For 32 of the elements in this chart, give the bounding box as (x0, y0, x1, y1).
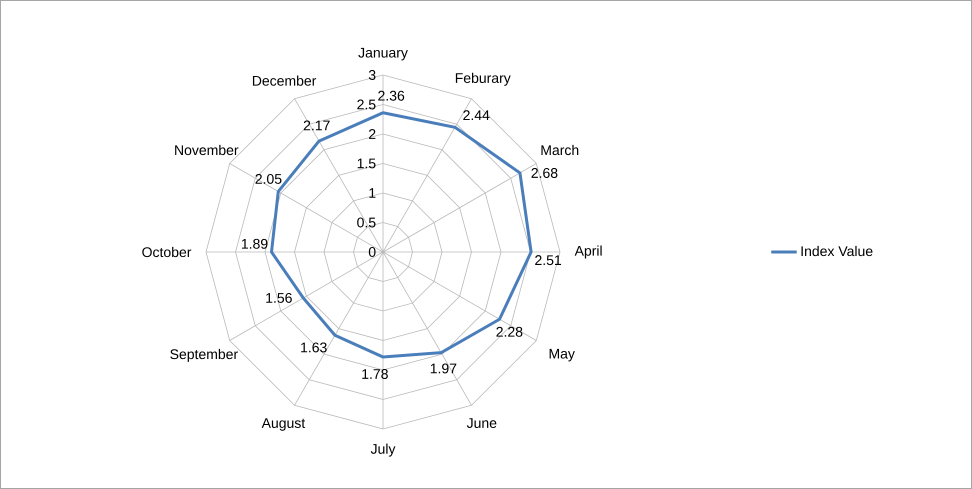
data-label: 1.78 (362, 369, 388, 379)
data-label: 2.28 (496, 326, 522, 337)
spoke-label: June (466, 418, 496, 428)
spoke-label: November (175, 144, 238, 156)
spoke-label: January (358, 48, 408, 60)
y-tick-label: 1 (369, 188, 376, 198)
spoke-label: October (142, 246, 192, 258)
y-tick-label: 3 (368, 70, 376, 80)
spoke-label: July (370, 444, 396, 457)
y-tick-label: 2 (369, 129, 376, 139)
y-tick-label: 0 (368, 247, 376, 257)
data-label: 1.89 (242, 238, 268, 249)
spoke-label: March (541, 144, 578, 156)
spoke-label: May (550, 348, 575, 362)
data-label: 2.51 (535, 255, 562, 266)
y-tick-label: 0.5 (357, 218, 376, 228)
data-label: 2.36 (378, 90, 404, 101)
data-label: 1.63 (301, 342, 327, 352)
spoke-label: April (574, 245, 602, 259)
spoke-label: December (252, 75, 316, 86)
legend-label: Index Value (802, 246, 872, 256)
data-label: 2.05 (255, 174, 282, 184)
data-label: 1.56 (266, 292, 292, 303)
data-label: 2.68 (532, 168, 558, 178)
y-tick-label: 1.5 (358, 158, 376, 168)
spoke-label: September (170, 348, 238, 362)
data-label: 2.17 (304, 120, 330, 130)
spoke-label: August (262, 418, 306, 431)
spoke-label: Feburary (456, 72, 511, 86)
data-label: 1.97 (430, 364, 456, 374)
y-tick-label: 2.5 (357, 100, 376, 110)
data-label: 2.44 (463, 110, 490, 120)
